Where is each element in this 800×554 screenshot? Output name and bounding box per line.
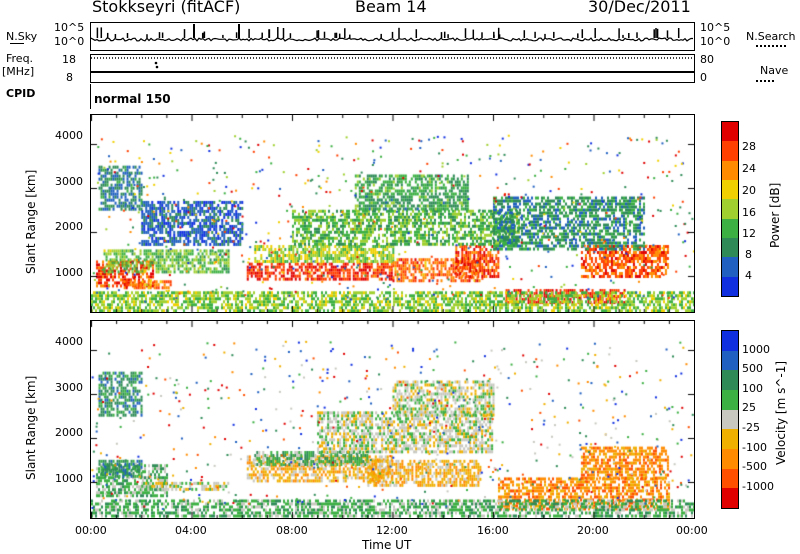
nsky-tick-hi: 10^5 xyxy=(54,21,85,34)
power-colorbar-swatch xyxy=(722,257,738,277)
velocity-ylabel: Slant Range [km] xyxy=(24,375,38,480)
power-ytick-4000: 4000 xyxy=(55,129,83,142)
freq-nave-trace xyxy=(91,57,694,73)
xlabel: Time UT xyxy=(362,538,412,552)
velocity-colorbar-swatch xyxy=(722,488,738,509)
power-cb-20: 20 xyxy=(742,184,756,197)
power-colorbar-swatch xyxy=(722,180,738,200)
vel-ytick-1000: 1000 xyxy=(55,472,83,485)
power-colorbar-swatch xyxy=(722,141,738,161)
nave-label: Nave xyxy=(760,64,789,77)
vel-cb-1000: 1000 xyxy=(742,343,770,356)
vel-cb-m25: -25 xyxy=(742,421,760,434)
power-cb-12: 12 xyxy=(742,227,756,240)
power-cb-24: 24 xyxy=(742,162,756,175)
velocity-panel xyxy=(90,320,695,519)
nsky-tick-lo: 10^0 xyxy=(54,35,85,48)
freq-tick-lo: 8 xyxy=(66,71,73,84)
xtick-6: 00:00 xyxy=(676,524,708,537)
velocity-colorbar-swatch xyxy=(722,468,738,489)
velocity-colorbar-swatch xyxy=(722,409,738,430)
vel-cb-25: 25 xyxy=(742,401,756,414)
velocity-colorbar xyxy=(721,330,739,509)
nsky-label: N.Sky xyxy=(6,30,38,43)
power-cb-label: Power [dB] xyxy=(768,182,782,248)
freq-label: Freq. xyxy=(6,52,34,65)
power-heatmap xyxy=(91,115,694,312)
velocity-colorbar-swatch xyxy=(722,370,738,391)
vel-cb-m1000: -1000 xyxy=(742,480,774,493)
power-ylabel: Slant Range [km] xyxy=(24,169,38,274)
vel-cb-500: 500 xyxy=(742,362,763,375)
nsky-trace xyxy=(91,24,693,42)
power-ytick-2000: 2000 xyxy=(55,220,83,233)
power-panel xyxy=(90,114,695,313)
nsearch-tick-hi: 10^5 xyxy=(700,21,731,34)
xtick-0: 00:00 xyxy=(75,524,107,537)
xtick-4: 16:00 xyxy=(477,524,509,537)
vel-ytick-2000: 2000 xyxy=(55,426,83,439)
velocity-colorbar-swatch xyxy=(722,449,738,469)
velocity-colorbar-swatch xyxy=(722,429,738,450)
vel-cb-m500: -500 xyxy=(742,460,767,473)
velocity-cb-label-text: Velocity [m s^-1] xyxy=(774,360,788,465)
xtick-3: 12:00 xyxy=(376,524,408,537)
power-cb-28: 28 xyxy=(742,140,756,153)
cpid-axis xyxy=(90,84,91,109)
vel-ytick-3000: 3000 xyxy=(55,381,83,394)
date-label: 30/Dec/2011 xyxy=(588,0,691,16)
beam-label: Beam 14 xyxy=(355,0,427,16)
xtick-2: 08:00 xyxy=(276,524,308,537)
nsky-panel xyxy=(90,22,695,51)
power-cb-4: 4 xyxy=(745,269,752,282)
station-title: Stokkseyri (fitACF) xyxy=(92,0,241,16)
nave-legend-line xyxy=(756,80,774,82)
power-colorbar-swatch xyxy=(722,238,738,258)
velocity-colorbar-swatch xyxy=(722,350,738,371)
velocity-cb-label: Velocity [m s^-1] xyxy=(774,361,788,465)
power-colorbar-swatch xyxy=(722,199,738,219)
xtick-5: 20:00 xyxy=(577,524,609,537)
nsearch-label: N.Search xyxy=(746,30,796,43)
vel-cb-m100: -100 xyxy=(742,441,767,454)
power-cb-16: 16 xyxy=(742,206,756,219)
vel-cb-100: 100 xyxy=(742,382,763,395)
vel-ytick-4000: 4000 xyxy=(55,335,83,348)
power-colorbar xyxy=(721,121,739,297)
velocity-colorbar-swatch xyxy=(722,331,738,351)
velocity-colorbar-swatch xyxy=(722,390,738,410)
velocity-heatmap xyxy=(91,321,694,518)
power-colorbar-swatch xyxy=(722,122,738,142)
power-ytick-1000: 1000 xyxy=(55,266,83,279)
nsearch-tick-lo: 10^0 xyxy=(700,35,731,48)
nsearch-legend-line xyxy=(756,45,786,47)
nsky-legend-line xyxy=(10,43,24,44)
power-colorbar-swatch xyxy=(722,160,738,181)
freq-unit: [MHz] xyxy=(2,65,35,78)
nave-tick-hi: 80 xyxy=(700,53,714,66)
freq-tick-hi: 18 xyxy=(62,53,76,66)
nave-tick-lo: 0 xyxy=(700,71,707,84)
power-colorbar-swatch xyxy=(722,276,738,296)
xtick-1: 04:00 xyxy=(175,524,207,537)
cpid-value: normal 150 xyxy=(94,92,171,106)
freq-panel xyxy=(90,54,695,83)
power-colorbar-swatch xyxy=(722,218,738,239)
power-ytick-3000: 3000 xyxy=(55,175,83,188)
cpid-label: CPID xyxy=(6,87,36,100)
power-cb-8: 8 xyxy=(745,248,752,261)
